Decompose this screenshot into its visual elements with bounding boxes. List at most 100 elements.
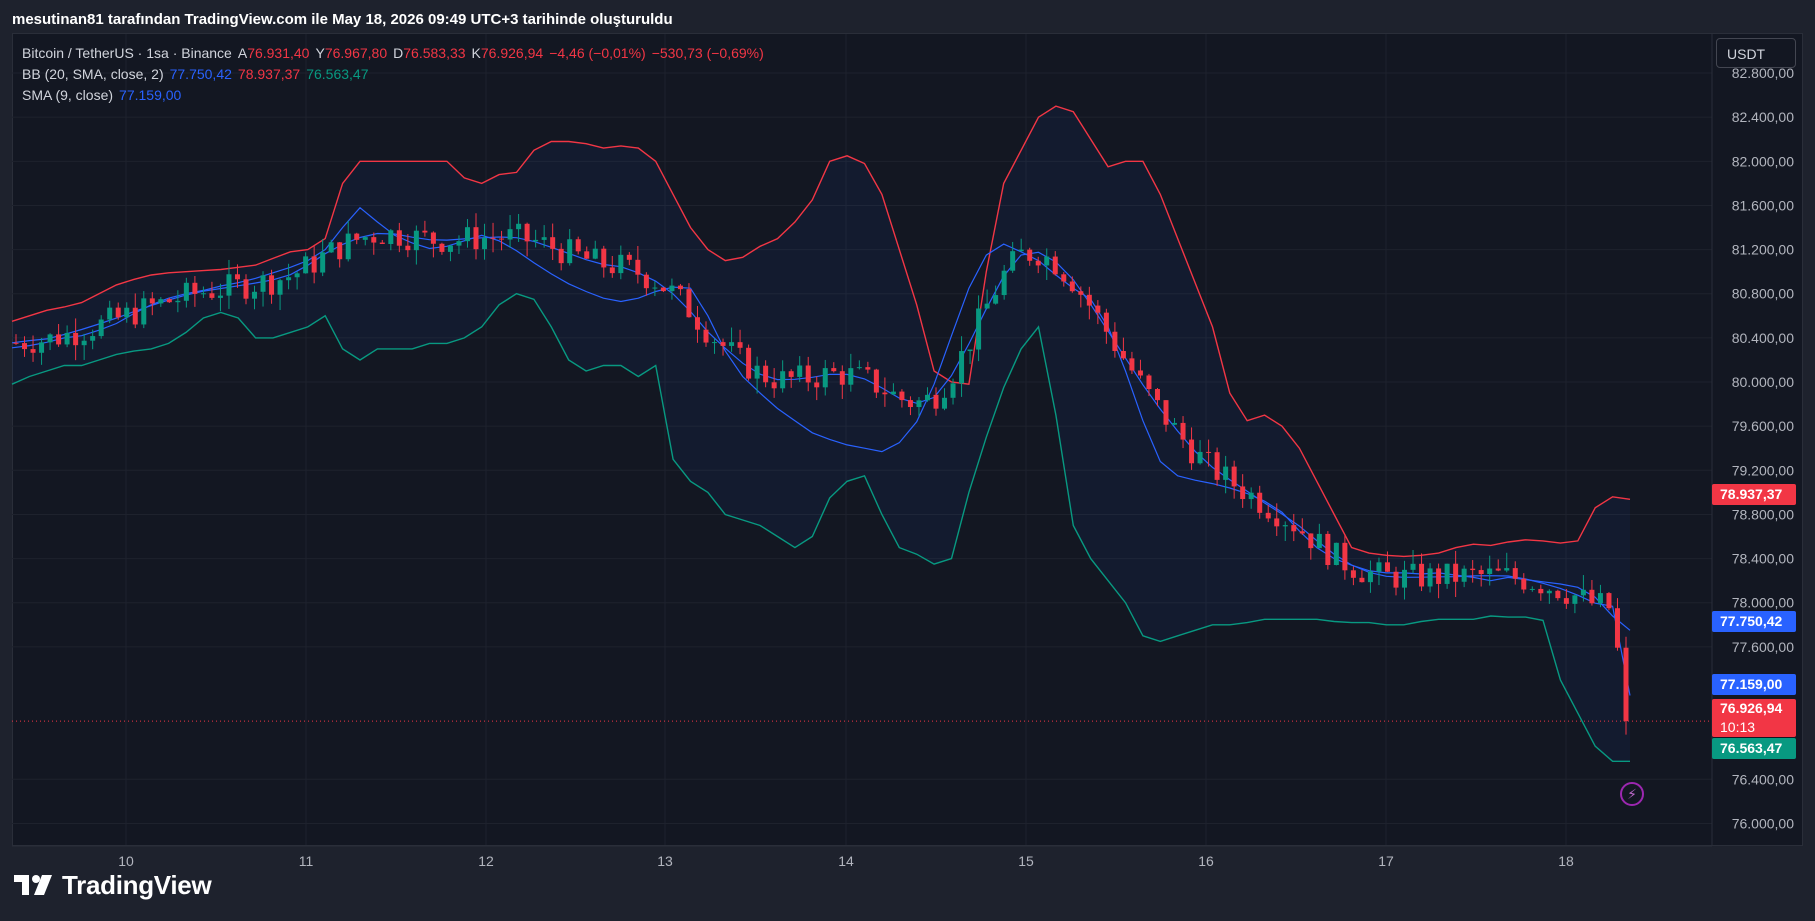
candle-down bbox=[1052, 256, 1058, 275]
open-value: 76.931,40 bbox=[247, 45, 310, 61]
candle-down bbox=[269, 275, 275, 295]
y-tick-label: 81.200,00 bbox=[1732, 242, 1794, 258]
chart-frame[interactable] bbox=[12, 33, 1803, 846]
candle-up bbox=[848, 368, 854, 385]
candle-up bbox=[1044, 256, 1050, 266]
candle-down bbox=[686, 289, 692, 318]
x-tick-label: 17 bbox=[1378, 853, 1394, 869]
candle-down bbox=[873, 369, 879, 393]
candle-up bbox=[652, 287, 658, 289]
candle-up bbox=[890, 391, 896, 395]
candle-up bbox=[47, 334, 53, 343]
candle-down bbox=[1538, 588, 1544, 594]
candle-up bbox=[320, 252, 326, 273]
y-tick-label: 79.200,00 bbox=[1732, 462, 1794, 478]
high-value: 76.967,80 bbox=[324, 45, 388, 61]
candle-up bbox=[1444, 563, 1450, 584]
sma-label: SMA (9, close) bbox=[22, 87, 114, 103]
x-tick-label: 18 bbox=[1558, 853, 1574, 869]
candle-up bbox=[780, 371, 786, 389]
lightning-icon[interactable]: ⚡ bbox=[1620, 782, 1644, 806]
sma-line bbox=[11, 232, 1631, 696]
candle-up bbox=[39, 342, 45, 353]
bb-basis-tag: 77.750,42 bbox=[1712, 611, 1796, 632]
candle-down bbox=[635, 259, 641, 275]
sma-tag: 77.159,00 bbox=[1712, 674, 1796, 695]
candle-down bbox=[396, 230, 402, 246]
candle-up bbox=[856, 367, 862, 369]
candle-up bbox=[1367, 571, 1373, 583]
candle-down bbox=[1189, 439, 1195, 464]
candle-up bbox=[950, 383, 956, 398]
last-price-tag: 76.926,94 10:13 bbox=[1712, 699, 1796, 737]
candle-down bbox=[56, 334, 62, 345]
candle-up bbox=[967, 349, 973, 352]
candle-down bbox=[13, 342, 19, 344]
candle-up bbox=[729, 342, 735, 346]
candle-up bbox=[447, 245, 453, 252]
bb-lower-line bbox=[11, 292, 1630, 762]
candle-up bbox=[541, 237, 547, 240]
chart-credit: mesutinan81 tarafından TradingView.com i… bbox=[12, 11, 673, 28]
y-tick-label: 76.400,00 bbox=[1732, 771, 1794, 787]
candle-down bbox=[1325, 533, 1331, 566]
bb-lower-value: 76.563,47 bbox=[306, 66, 369, 82]
candle-up bbox=[916, 400, 922, 408]
candle-down bbox=[371, 237, 377, 243]
candle-down bbox=[1342, 542, 1348, 571]
candle-down bbox=[439, 243, 445, 252]
symbol-label[interactable]: Bitcoin / TetherUS · 1sa · Binance bbox=[22, 45, 232, 61]
candle-up bbox=[959, 351, 965, 384]
candle-down bbox=[609, 267, 615, 274]
candle-up bbox=[984, 303, 990, 309]
candle-up bbox=[413, 230, 419, 251]
tradingview-logo[interactable]: TradingView bbox=[14, 868, 212, 902]
candle-down bbox=[771, 382, 777, 389]
bb-label: BB (20, SMA, close, 2) bbox=[22, 66, 164, 82]
candle-down bbox=[1120, 350, 1126, 359]
candle-down bbox=[1231, 466, 1237, 487]
candle-up bbox=[1018, 249, 1024, 252]
candle-down bbox=[575, 239, 581, 252]
x-tick-label: 13 bbox=[657, 853, 673, 869]
candle-up bbox=[1223, 466, 1229, 480]
candle-up bbox=[286, 277, 292, 281]
candle-down bbox=[788, 371, 794, 377]
candle-up bbox=[567, 239, 573, 264]
candle-up bbox=[533, 239, 539, 242]
candle-down bbox=[1274, 518, 1280, 527]
candle-up bbox=[226, 274, 232, 296]
candle-down bbox=[737, 342, 743, 348]
last-price-value: 76.926,94 bbox=[1720, 700, 1783, 716]
candle-up bbox=[993, 295, 999, 304]
candle-down bbox=[1606, 593, 1612, 609]
candle-down bbox=[907, 400, 913, 408]
candle-down bbox=[1078, 291, 1084, 295]
candle-down bbox=[1240, 486, 1246, 500]
candle-down bbox=[337, 242, 343, 260]
candle-down bbox=[1589, 589, 1595, 604]
candle-down bbox=[1146, 375, 1152, 390]
currency-selector[interactable]: USDT bbox=[1716, 38, 1796, 68]
candle-down bbox=[166, 299, 172, 303]
candle-down bbox=[490, 237, 496, 239]
y-axis: 82.800,00 82.400,00 82.000,00 81.600,00 81.2… bbox=[1732, 65, 1794, 831]
candle-down bbox=[865, 367, 871, 370]
y-tick-label: 81.600,00 bbox=[1732, 197, 1794, 213]
candle-down bbox=[1478, 570, 1484, 575]
candle-down bbox=[1291, 525, 1297, 532]
legend-bb[interactable]: BB (20, SMA, close, 2) 77.750,42 78.937,37… bbox=[22, 66, 375, 82]
candle-up bbox=[98, 319, 104, 337]
high-label: Y bbox=[315, 45, 325, 61]
legend-sma[interactable]: SMA (9, close) 77.159,00 bbox=[22, 87, 187, 103]
y-tick-label: 80.000,00 bbox=[1732, 374, 1794, 390]
candle-up bbox=[1504, 568, 1510, 571]
x-tick-label: 15 bbox=[1018, 853, 1034, 869]
candle-down bbox=[209, 293, 215, 298]
x-tick-label: 14 bbox=[838, 853, 854, 869]
candle-down bbox=[405, 245, 411, 251]
close-value: 76.926,94 bbox=[480, 45, 544, 61]
candle-up bbox=[294, 273, 300, 278]
y-tick-label: 78.800,00 bbox=[1732, 506, 1794, 522]
